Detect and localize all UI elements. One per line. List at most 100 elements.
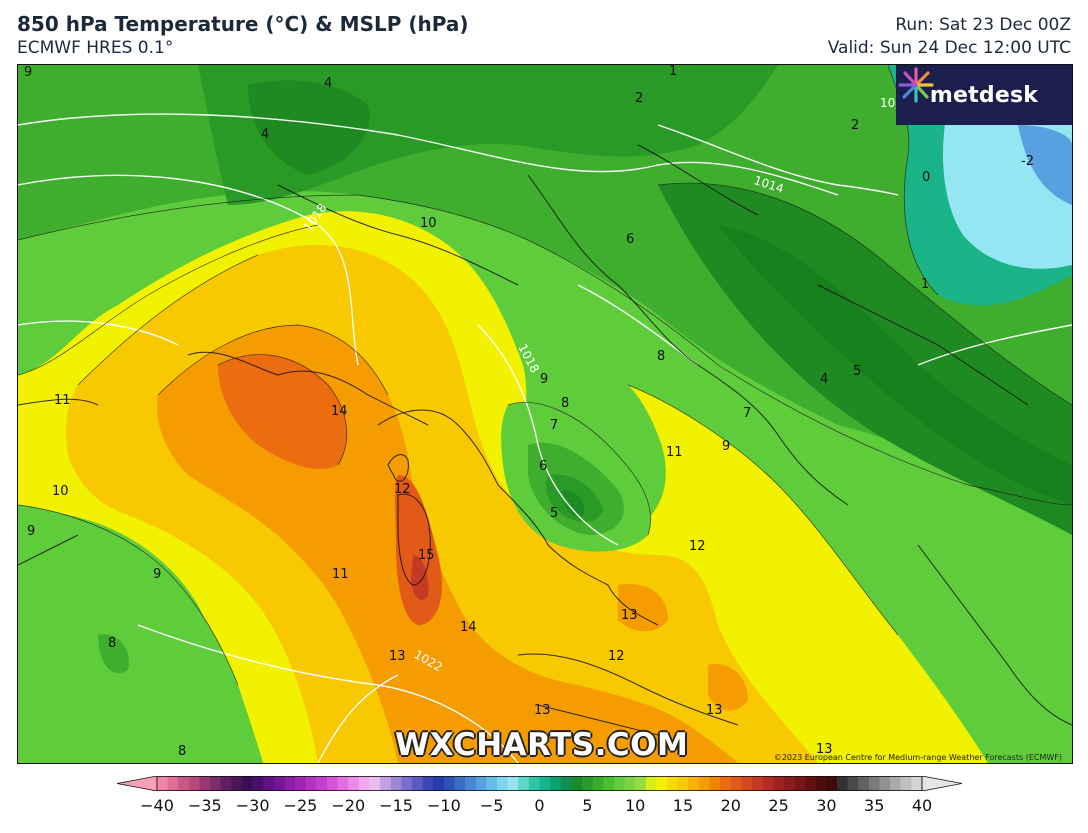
isotherm-label: 2: [851, 118, 859, 133]
isotherm-label: 11: [666, 445, 683, 460]
chart-title: 850 hPa Temperature (°C) & MSLP (hPa): [17, 12, 469, 36]
colorbar-swatch: [284, 776, 296, 791]
colorbar-swatch: [380, 776, 392, 791]
colorbar-swatch: [900, 776, 912, 791]
isotherm-label: 15: [418, 548, 435, 563]
colorbar-tick-label: −5: [479, 796, 504, 815]
metdesk-logo: metdesk: [896, 65, 1072, 125]
colorbar-swatch: [475, 776, 487, 791]
colorbar-tick-label: −30: [235, 796, 270, 815]
isobar-label: 10: [880, 96, 895, 110]
isotherm-label: 9: [722, 439, 730, 454]
colorbar-tick-label: −35: [187, 796, 222, 815]
colorbar-swatch: [167, 776, 179, 791]
colorbar-swatch: [316, 776, 328, 791]
colorbar-swatch: [486, 776, 498, 791]
colorbar-swatch: [592, 776, 604, 791]
temperature-colorbar: [117, 776, 962, 791]
isotherm-label: 12: [608, 649, 625, 664]
isotherm-label: 5: [550, 506, 558, 521]
colorbar-swatch: [390, 776, 402, 791]
isotherm-label: 8: [108, 636, 116, 651]
isotherm-label: 14: [460, 620, 477, 635]
isotherm-label: 7: [550, 418, 558, 433]
isotherm-label: 13: [389, 649, 406, 664]
isotherm-label: 7: [743, 406, 751, 421]
colorbar-swatch: [220, 776, 232, 791]
colorbar-swatch: [783, 776, 796, 791]
isotherm-label: 1: [921, 277, 929, 292]
colorbar-swatch: [752, 776, 764, 791]
colorbar-swatch: [677, 776, 689, 791]
colorbar-swatch: [327, 776, 339, 791]
model-name: ECMWF HRES 0.1°: [17, 38, 174, 58]
colorbar-ticks: −40 −35 −30 −25 −20 −15 −10 −5 0 5 10 15 20 25 30 35 40: [0, 796, 1088, 818]
isotherm-label: 2: [635, 91, 643, 106]
colorbar-swatch: [295, 776, 307, 791]
colorbar-tick-label: 0: [534, 796, 545, 815]
isotherm-label: 11: [54, 393, 71, 408]
colorbar-swatch: [348, 776, 360, 791]
colorbar-swatch: [698, 776, 711, 791]
colorbar-swatch: [369, 776, 381, 791]
ecmwf-copyright: ©2023 European Centre for Medium-range W…: [773, 753, 1062, 762]
colorbar-swatch: [231, 776, 243, 791]
isotherm-label: 9: [27, 524, 35, 539]
colorbar-swatch: [358, 776, 371, 791]
colorbar-tick-label: 15: [672, 796, 694, 815]
colorbar-swatch: [305, 776, 317, 791]
colorbar-swatch: [188, 776, 201, 791]
colorbar-tick-label: 5: [582, 796, 593, 815]
colorbar-swatch: [518, 776, 530, 791]
isotherm-label: 4: [261, 127, 269, 142]
colorbar-swatch: [720, 776, 732, 791]
colorbar-swatch: [550, 776, 562, 791]
colorbar-swatch: [252, 776, 264, 791]
colorbar-swatch: [443, 776, 456, 791]
colorbar-swatch: [273, 776, 286, 791]
colorbar-swatch: [454, 776, 466, 791]
colorbar-swatch: [412, 776, 424, 791]
colorbar-tick-label: −25: [283, 796, 318, 815]
colorbar-swatch: [337, 776, 349, 791]
metdesk-burst-icon: [898, 67, 934, 103]
colorbar-swatch: [868, 776, 881, 791]
isotherm-label: 1: [669, 65, 677, 79]
colorbar-swatch: [582, 776, 594, 791]
colorbar-tick-label: 40: [911, 796, 933, 815]
isotherm-label: 12: [394, 482, 411, 497]
isotherm-label: 13: [816, 742, 833, 757]
colorbar-swatch: [911, 776, 923, 791]
isotherm-label: 9: [153, 567, 161, 582]
colorbar-swatch: [858, 776, 870, 791]
colorbar-swatch: [773, 776, 785, 791]
colorbar-swatch: [497, 776, 509, 791]
isotherm-label: 14: [331, 404, 348, 419]
colorbar-swatch: [688, 776, 700, 791]
colorbar-swatch: [433, 776, 445, 791]
colorbar-swatch: [847, 776, 859, 791]
isotherm-label: 8: [561, 396, 569, 411]
colorbar-swatch: [603, 776, 615, 791]
colorbar-swatch: [815, 776, 827, 791]
colorbar-swatch: [539, 776, 551, 791]
weather-map[interactable]: 9 4 4 2 1 2 0 -2 10 6 8 7 9 1 4 5 11 10 …: [17, 64, 1073, 764]
colorbar-tick-label: −15: [379, 796, 413, 815]
isotherm-label: 0: [922, 170, 930, 185]
colorbar-swatch: [656, 776, 668, 791]
colorbar-swatch: [667, 776, 679, 791]
metdesk-wordmark: metdesk: [929, 82, 1039, 108]
colorbar-swatch: [805, 776, 817, 791]
colorbar-outline: [156, 776, 923, 791]
colorbar-swatch: [528, 776, 541, 791]
isotherm-label: -2: [1021, 154, 1034, 169]
isotherm-label: 13: [534, 703, 551, 718]
colorbar-swatch: [263, 776, 275, 791]
colorbar-tick-label: −40: [140, 796, 174, 815]
colorbar-swatch: [242, 776, 254, 791]
colorbar-swatch: [571, 776, 583, 791]
colorbar-swatch: [178, 776, 190, 791]
isotherm-label: 6: [626, 232, 634, 247]
isotherm-label: 10: [52, 484, 69, 499]
colorbar-swatch: [624, 776, 636, 791]
